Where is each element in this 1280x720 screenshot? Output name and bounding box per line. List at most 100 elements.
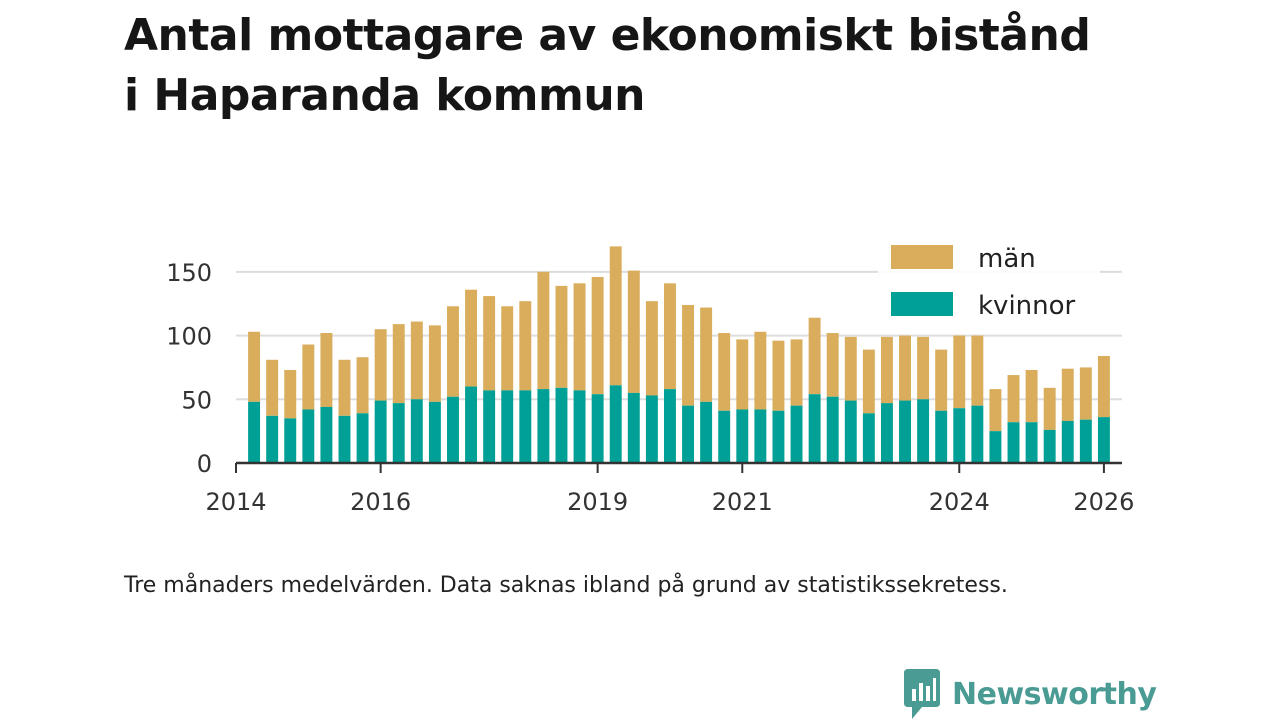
bar-kvinnor [1025,422,1038,463]
bar-man [953,335,966,409]
legend-swatch-man [891,245,953,269]
bar-man [591,276,604,395]
bar-kvinnor [537,389,550,463]
bar-man [862,349,875,414]
bar-man [790,339,803,406]
bar-man [519,301,532,391]
bar-kvinnor [248,401,261,463]
legend-label: kvinnor [978,291,1076,321]
bar-kvinnor [682,405,695,463]
bar-man [645,301,658,396]
bar-kvinnor [899,400,911,463]
bar-man [338,359,351,416]
bar-man [609,246,622,386]
bar-man [682,304,695,406]
bar-kvinnor [989,431,1002,463]
bars [248,246,1110,463]
bar-kvinnor [356,413,369,463]
bar-kvinnor [447,396,459,463]
bar-man [700,307,713,402]
y-tick-label: 100 [166,323,212,351]
chart-title: Antal mottagare av ekonomiskt bistånd i … [124,6,1224,126]
bar-kvinnor [320,406,333,463]
bar-man [266,359,279,416]
bar-man [374,329,387,401]
bar-man [663,283,676,390]
bar-man [320,333,333,407]
bar-kvinnor [483,390,496,463]
bar-kvinnor [627,392,640,463]
newsworthy-wordmark: Newsworthy [952,676,1157,712]
bar-kvinnor [555,387,568,463]
axes: 2014 2016 2019 2021 2024 2026 [205,461,1134,516]
bar-kvinnor [374,400,387,463]
bar-man [1079,367,1092,420]
bar-man [826,333,839,397]
bar-kvinnor [1061,420,1074,463]
bar-man [447,306,459,397]
bar-man [1061,368,1074,421]
bar-man [356,357,369,414]
bar-kvinnor [935,410,948,463]
bar-kvinnor [573,390,586,463]
bar-man [483,296,496,391]
bar-kvinnor [266,415,279,463]
bar-man [772,340,785,411]
legend-label: män [978,244,1036,274]
bar-kvinnor [700,401,713,463]
bar-kvinnor [501,390,514,463]
bar-man [736,339,749,410]
bar-man [410,321,423,400]
y-tick-label: 50 [181,386,212,414]
bar-man [248,331,261,402]
chart-caption: Tre månaders medelvärden. Data saknas ib… [124,573,1008,598]
bar-man [284,369,297,419]
bar-kvinnor [844,400,857,463]
x-tick-label: 2016 [350,488,411,516]
bar-kvinnor [410,399,423,463]
bar-man [555,285,568,388]
bar-kvinnor [862,413,875,463]
bar-man [971,335,984,406]
y-tick-label: 150 [166,259,212,287]
bar-kvinnor [718,410,731,463]
bar-man [302,344,315,410]
bar-man [718,333,731,411]
bar-kvinnor [428,401,441,463]
bar-man [428,325,441,402]
stacked-bar-chart: 0 50 100 150 2014 2016 2019 2021 2024 2026 män kv… [166,238,1135,516]
bar-kvinnor [808,394,821,463]
newsworthy-brand: Newsworthy [902,668,1157,720]
bar-man [1043,387,1056,430]
bar-man [844,336,857,401]
bar-kvinnor [1097,417,1110,463]
bar-man [465,289,478,387]
bar-man [754,331,767,410]
chart-title-line-1: Antal mottagare av ekonomiskt bistånd [124,10,1091,61]
bar-kvinnor [971,405,984,463]
bar-man [627,270,640,393]
x-tick-label: 2019 [567,488,628,516]
bar-man [989,389,1002,432]
bar-kvinnor [1007,422,1020,463]
bar-man [537,271,550,390]
bar-kvinnor [284,418,297,463]
bar-kvinnor [465,386,478,463]
bar-man [917,336,930,400]
bar-man [935,349,948,411]
x-tick-label: 2021 [712,488,773,516]
x-tick-label: 2024 [929,488,990,516]
newsworthy-logo-icon [904,669,940,719]
bar-kvinnor [302,409,315,463]
legend-swatch-kvinnor [891,292,953,316]
bar-kvinnor [392,403,405,463]
bar-kvinnor [953,408,966,463]
bar-kvinnor [645,395,658,463]
bar-man [1007,375,1020,423]
bar-kvinnor [754,409,767,463]
bar-man [880,336,893,404]
legend: män kvinnor [878,238,1100,334]
bar-man [573,283,586,391]
x-tick-label: 2026 [1073,488,1134,516]
bar-kvinnor [917,399,930,463]
